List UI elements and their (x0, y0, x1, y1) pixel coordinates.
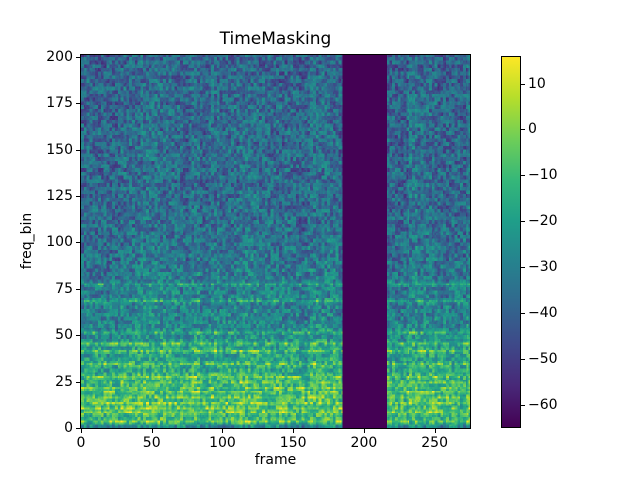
colorbar-tick-label: −20 (528, 213, 558, 230)
x-axis-label: frame (254, 452, 297, 468)
colorbar-tick-mark (521, 221, 525, 223)
y-tick-mark (76, 149, 80, 151)
y-tick-label: 25 (55, 373, 73, 390)
colorbar-tick-label: −40 (528, 305, 558, 322)
y-tick-mark (76, 196, 80, 198)
y-tick-mark (76, 242, 80, 244)
colorbar-tick-label: 10 (528, 75, 546, 92)
colorbar-tick-mark (521, 129, 525, 131)
x-tick-mark (222, 429, 224, 433)
colorbar-tick-mark (521, 405, 525, 407)
y-tick-mark (76, 56, 80, 58)
y-tick-mark (76, 381, 80, 383)
y-tick-label: 0 (64, 420, 73, 436)
y-tick-mark (76, 288, 80, 290)
x-tick-mark (434, 429, 436, 433)
x-tick-label: 150 (279, 435, 307, 451)
x-tick-mark (81, 429, 82, 433)
spectrogram-plot-area (80, 54, 471, 429)
colorbar-tick-mark (521, 83, 525, 85)
colorbar-tick-label: −10 (528, 167, 558, 184)
colorbar-tick-label: −50 (528, 351, 558, 368)
colorbar-tick-label: −60 (528, 397, 558, 414)
colorbar-tick-label: 0 (528, 121, 537, 138)
colorbar-gradient (502, 57, 520, 427)
colorbar-tick-mark (521, 267, 525, 269)
y-tick-label: 175 (46, 95, 73, 112)
y-tick-label: 150 (46, 141, 73, 158)
y-axis-label: freq_bin (19, 212, 35, 270)
colorbar (501, 56, 521, 428)
spectrogram-heatmap (81, 55, 470, 428)
time-mask-band (342, 55, 387, 428)
x-tick-label: 50 (142, 435, 161, 451)
x-tick-mark (151, 429, 153, 433)
colorbar-tick-mark (521, 175, 525, 177)
y-tick-label: 125 (46, 188, 73, 205)
y-tick-label: 75 (55, 280, 73, 297)
plot-title: TimeMasking (219, 29, 332, 49)
x-tick-label: 250 (421, 435, 448, 451)
y-tick-label: 50 (55, 327, 73, 344)
y-tick-mark (76, 428, 80, 429)
x-tick-label: 200 (350, 435, 378, 451)
colorbar-tick-label: −30 (528, 259, 558, 276)
y-tick-mark (76, 335, 80, 337)
y-tick-label: 200 (46, 48, 73, 65)
y-tick-label: 100 (46, 234, 73, 251)
colorbar-tick-mark (521, 313, 525, 315)
x-tick-mark (293, 429, 295, 433)
colorbar-tick-mark (521, 359, 525, 361)
x-tick-label: 0 (76, 435, 86, 451)
x-tick-label: 100 (209, 435, 236, 451)
y-tick-mark (76, 103, 80, 105)
x-tick-mark (363, 429, 365, 433)
